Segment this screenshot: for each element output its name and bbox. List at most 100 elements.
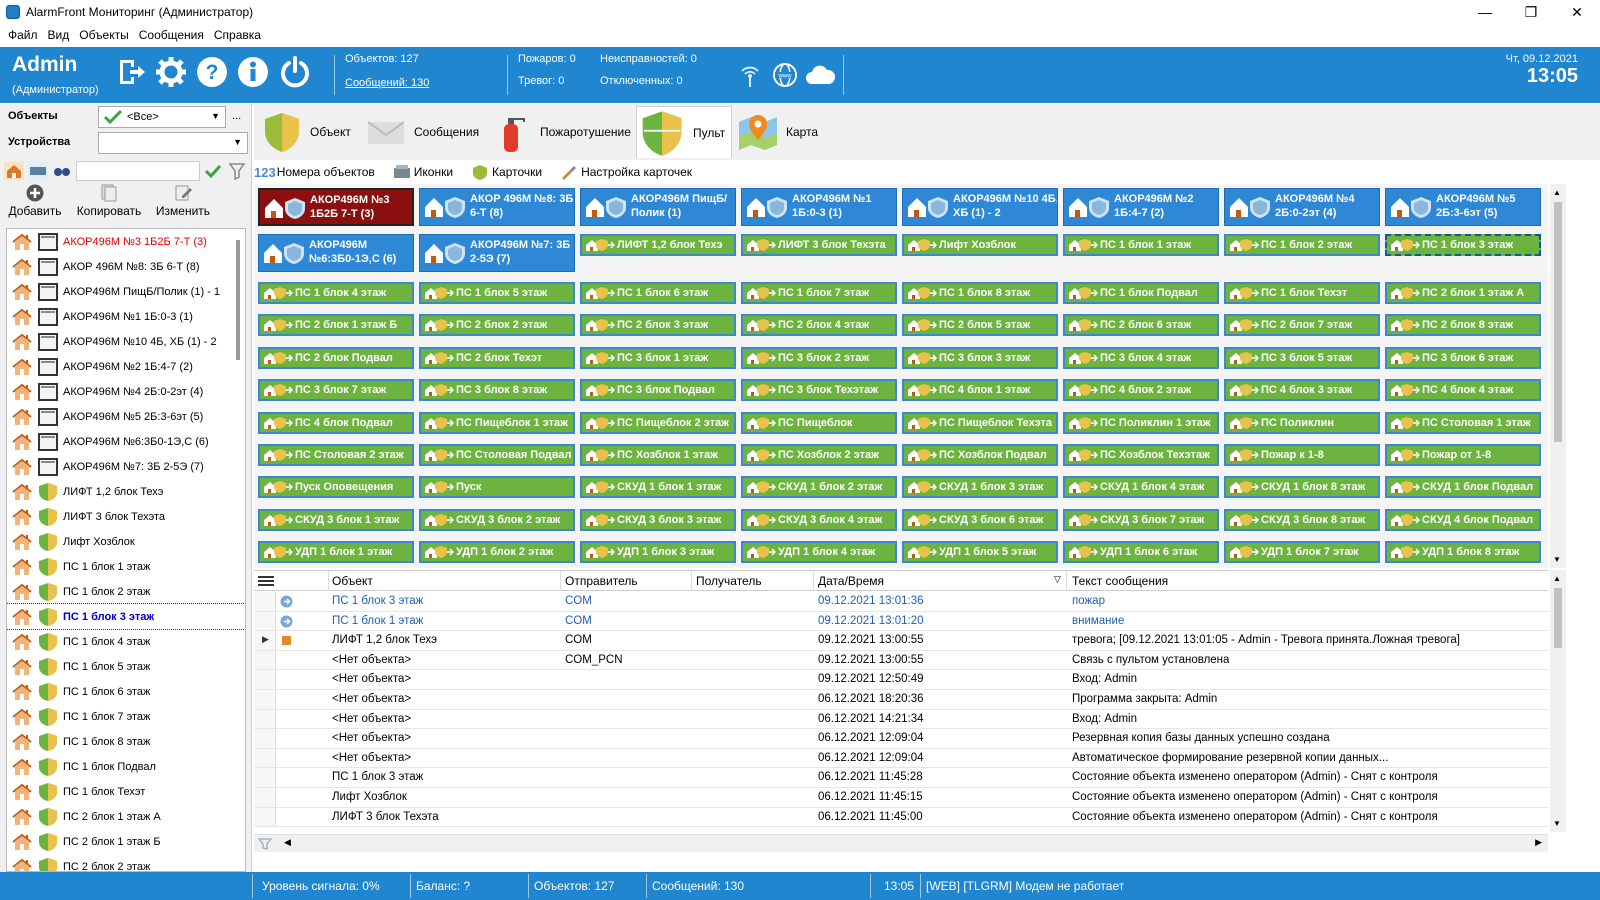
zone-tile[interactable]: ЛИФТ 3 блок Техэта (741, 234, 897, 256)
zone-tile[interactable]: ПС Пищеблок 1 этаж (419, 411, 575, 434)
zone-tile[interactable]: ЛИФТ 1,2 блок Техэ (580, 234, 736, 256)
zone-tile[interactable]: СКУД 3 блок 6 этаж (902, 508, 1058, 531)
zone-tile[interactable]: УДП 1 блок 5 этаж (902, 541, 1058, 564)
zone-tile[interactable]: ПС 3 блок 5 этаж (1224, 346, 1380, 369)
zone-tile[interactable]: ПС 3 блок 8 этаж (419, 379, 575, 402)
zone-tile[interactable]: ПС 1 блок 1 этаж (1063, 234, 1219, 256)
tree-item[interactable]: АКОР496М №3 1Б2Б 7-Т (3) (7, 229, 245, 254)
col-recipient[interactable]: Получатель (696, 574, 762, 588)
device-tile[interactable]: АКОР496М №1 1Б:0-3 (1) (741, 188, 897, 226)
zone-tile[interactable]: ПС 3 блок 6 этаж (1385, 346, 1541, 369)
device-tile[interactable]: АКОР496М №7: 3Б 2-5Э (7) (419, 234, 575, 272)
messages-scrollbar[interactable]: ▲ ▼ (1550, 570, 1566, 832)
menu-view[interactable]: Вид (47, 28, 70, 42)
zone-tile[interactable]: ПС Пищеблок 2 этаж (580, 411, 736, 434)
zone-tile[interactable]: ПС 4 блок 4 этаж (1385, 379, 1541, 402)
zone-tile[interactable]: СКУД 3 блок 2 этаж (419, 508, 575, 531)
tab-console[interactable]: Пульт (636, 106, 732, 158)
menu-file[interactable]: Файл (8, 28, 38, 42)
message-row[interactable]: Лифт Хозблок 06.12.2021 11:45:15 Состояние… (254, 788, 1548, 808)
zone-tile[interactable]: ПС 3 блок 2 этаж (741, 346, 897, 369)
tree-item[interactable]: ПС 1 блок 7 этаж (7, 704, 245, 729)
zone-tile[interactable]: Пожар к 1-8 (1224, 444, 1380, 466)
tree-item[interactable]: ПС 2 блок 1 этаж Б (7, 829, 245, 854)
col-datetime[interactable]: Дата/Время (818, 574, 885, 588)
zone-tile[interactable]: ПС Хозблок 1 этаж (580, 444, 736, 466)
message-row[interactable]: <Нет объекта> 06.12.2021 12:09:04 Резервна… (254, 729, 1548, 749)
zone-tile[interactable]: ПС 2 блок 2 этаж (419, 314, 575, 337)
zone-tile[interactable]: ПС 1 блок Техэт (1224, 282, 1380, 304)
zone-tile[interactable]: ПС 3 блок 1 этаж (580, 346, 736, 369)
zone-tile[interactable]: ПС 1 блок 3 этаж (1385, 234, 1541, 256)
message-row[interactable]: <Нет объекта> 09.12.2021 12:50:49 Вход: Ad… (254, 670, 1548, 690)
device-tile[interactable]: АКОР496М №3 1Б2Б 7-Т (3) (258, 188, 414, 226)
zone-tile[interactable]: ПС 1 блок 6 этаж (580, 282, 736, 304)
zone-tile[interactable]: ПС 2 блок 3 этаж (580, 314, 736, 337)
devices-filter-select[interactable]: ▼ (98, 132, 248, 154)
device-tile[interactable]: АКОР496М №4 2Б:0-2эт (4) (1224, 188, 1380, 226)
zone-tile[interactable]: СКУД 1 блок 8 этаж (1224, 476, 1380, 499)
zone-tile[interactable]: СКУД 1 блок 3 этаж (902, 476, 1058, 499)
zone-tile[interactable]: ПС 3 блок Техэтаж (741, 379, 897, 402)
objects-filter-select[interactable]: <Все> ▼ (98, 106, 226, 128)
zone-tile[interactable]: ПС 1 блок 2 этаж (1224, 234, 1380, 256)
menu-help[interactable]: Справка (213, 28, 261, 42)
minimize-button[interactable]: — (1478, 4, 1492, 20)
edit-button[interactable]: Изменить (154, 184, 212, 218)
tree-search-input[interactable] (76, 161, 200, 181)
zone-tile[interactable]: ПС Пищеблок Техэта (902, 411, 1058, 434)
zone-tile[interactable]: ПС Столовая Подвал (419, 444, 575, 466)
tree-item[interactable]: АКОР496М №6:3Б0-1Э,С (6) (7, 429, 245, 454)
gear-icon[interactable] (154, 55, 188, 89)
device-tile[interactable]: АКОР496М №10 4Б, ХБ (1) - 2 (902, 188, 1058, 226)
device-tile[interactable]: АКОР496М №2 1Б:4-7 (2) (1063, 188, 1219, 226)
subtab-object-numbers[interactable]: 123 Номера объектов (254, 164, 375, 180)
zone-tile[interactable]: СКУД 3 блок 4 этаж (741, 508, 897, 531)
device-filter-icon[interactable] (28, 162, 48, 180)
tab-map[interactable]: Карта (736, 106, 826, 158)
tree-item[interactable]: АКОР496М №7: 3Б 2-5Э (7) (7, 454, 245, 479)
zone-tile[interactable]: ПС 1 блок 4 этаж (258, 282, 414, 304)
zone-tile[interactable]: Лифт Хозблок (902, 234, 1058, 256)
zone-tile[interactable]: ПС 4 блок Подвал (258, 411, 414, 434)
device-tile[interactable]: АКОР496М №5 2Б:3-6эт (5) (1385, 188, 1541, 226)
zone-tile[interactable]: СКУД 1 блок Подвал (1385, 476, 1541, 499)
zone-tile[interactable]: СКУД 3 блок 3 этаж (580, 508, 736, 531)
zone-tile[interactable]: ПС 3 блок 4 этаж (1063, 346, 1219, 369)
menu-objects[interactable]: Объекты (79, 28, 129, 42)
col-text[interactable]: Текст сообщения (1072, 574, 1169, 588)
grid-scrollbar[interactable]: ▲ ▼ (1550, 184, 1566, 568)
subtab-cards[interactable]: Карточки (471, 164, 542, 180)
column-chooser-icon[interactable] (258, 576, 274, 586)
zone-tile[interactable]: ПС Хозблок Техэтаж (1063, 444, 1219, 466)
subtab-card-settings[interactable]: Настройка карточек (560, 164, 692, 180)
house-filter-icon[interactable] (4, 162, 24, 180)
tab-messages[interactable]: Сообщения (364, 106, 484, 158)
zone-tile[interactable]: СКУД 3 блок 1 этаж (258, 508, 414, 531)
tree-item[interactable]: ПС 1 блок 5 этаж (7, 654, 245, 679)
logout-icon[interactable] (114, 55, 148, 89)
zone-tile[interactable]: ПС 3 блок Подвал (580, 379, 736, 402)
tree-item[interactable]: ПС 1 блок 4 этаж (7, 629, 245, 654)
messages-count-link[interactable]: Сообщений: 130 (345, 77, 430, 89)
zone-tile[interactable]: ПС 2 блок 1 этаж А (1385, 282, 1541, 304)
zone-tile[interactable]: СКУД 1 блок 4 этаж (1063, 476, 1219, 499)
tree-item[interactable]: ПС 1 блок 2 этаж (7, 579, 245, 604)
zone-tile[interactable]: УДП 1 блок 7 этаж (1224, 541, 1380, 564)
message-row[interactable]: <Нет объекта> 06.12.2021 14:21:34 Вход: Ad… (254, 709, 1548, 730)
tree-item[interactable]: АКОР496М №2 1Б:4-7 (2) (7, 354, 245, 379)
zone-tile[interactable]: СКУД 3 блок 8 этаж (1224, 508, 1380, 531)
zone-tile[interactable]: ПС 2 блок 5 этаж (902, 314, 1058, 337)
zone-tile[interactable]: ПС Столовая 1 этаж (1385, 411, 1541, 434)
zone-tile[interactable]: ПС 3 блок 3 этаж (902, 346, 1058, 369)
zone-tile[interactable]: ПС 1 блок Подвал (1063, 282, 1219, 304)
zone-tile[interactable]: ПС 2 блок 6 этаж (1063, 314, 1219, 337)
tree-item[interactable]: ЛИФТ 1,2 блок Техэ (7, 479, 245, 504)
zone-tile[interactable]: Пожар от 1-8 (1385, 444, 1541, 466)
tree-item[interactable]: ПС 1 блок 8 этаж (7, 729, 245, 754)
zone-tile[interactable]: ПС 1 блок 8 этаж (902, 282, 1058, 304)
tree-item[interactable]: АКОР496М №10 4Б, ХБ (1) - 2 (7, 329, 245, 354)
zone-tile[interactable]: Пуск Оповещения (258, 476, 414, 499)
tree-item[interactable]: ЛИФТ 3 блок Техэта (7, 504, 245, 529)
zone-tile[interactable]: ПС 2 блок 8 этаж (1385, 314, 1541, 337)
